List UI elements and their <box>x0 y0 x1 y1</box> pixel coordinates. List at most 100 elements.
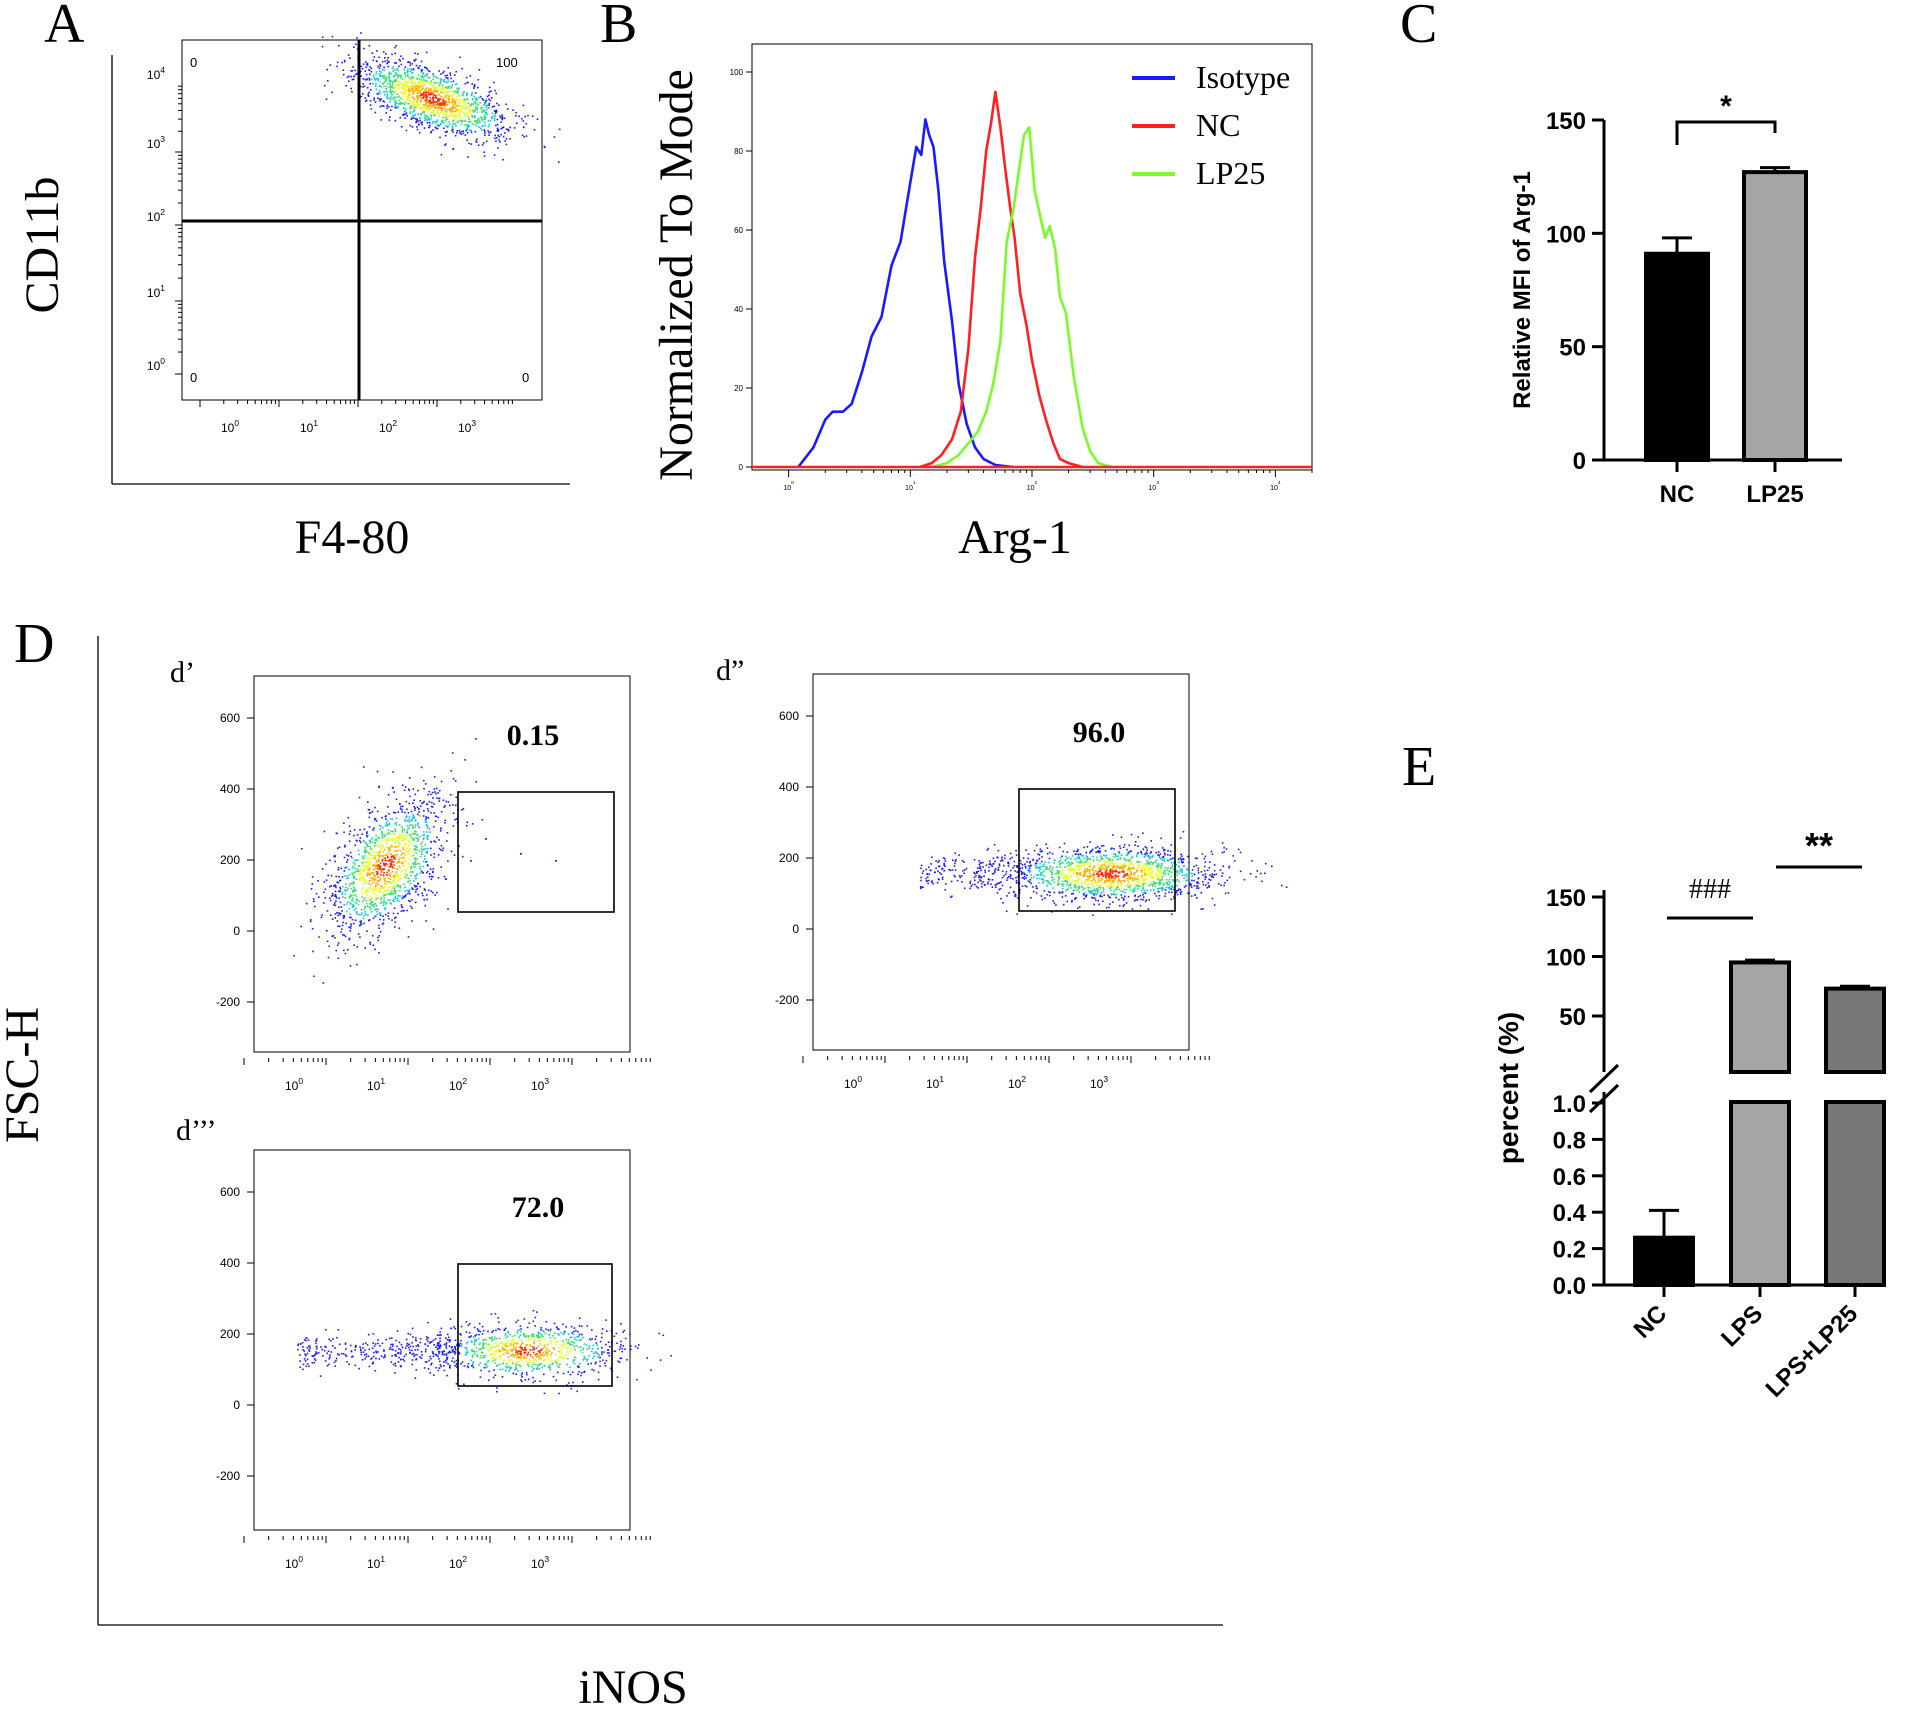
event-dot <box>416 89 419 91</box>
event-dot <box>368 91 370 94</box>
event-dot <box>1087 876 1089 878</box>
event-dot <box>435 787 438 790</box>
event-dot <box>390 893 393 895</box>
event-dot <box>413 864 415 866</box>
event-dot <box>415 87 417 89</box>
event-dot <box>378 865 380 867</box>
event-dot <box>1083 892 1086 894</box>
event-dot <box>424 783 427 785</box>
event-dot <box>1117 882 1119 885</box>
event-dot <box>368 826 371 828</box>
event-dot <box>366 888 369 891</box>
event-dot <box>1113 853 1115 855</box>
event-dot <box>1058 891 1061 893</box>
event-dot <box>1129 850 1131 853</box>
event-dot <box>988 870 990 872</box>
event-dot <box>433 89 436 91</box>
event-dot <box>1092 855 1094 858</box>
event-dot <box>1119 884 1122 886</box>
event-dot <box>411 117 413 119</box>
event-dot <box>1076 850 1079 852</box>
event-dot <box>329 859 331 862</box>
event-dot <box>338 925 341 928</box>
event-dot <box>407 848 409 850</box>
event-dot <box>345 85 347 87</box>
event-dot <box>1122 868 1124 871</box>
dot-cloud <box>293 738 557 984</box>
event-dot <box>1151 885 1154 888</box>
event-dot <box>1186 879 1189 881</box>
event-dot <box>432 129 434 131</box>
event-dot <box>1076 875 1079 878</box>
event-dot <box>449 114 451 116</box>
event-dot <box>430 854 432 856</box>
event-dot <box>395 916 397 919</box>
event-dot <box>436 119 439 121</box>
event-dot <box>1093 897 1096 899</box>
event-dot <box>383 93 386 96</box>
event-dot <box>999 860 1002 862</box>
event-dot <box>1078 891 1081 893</box>
event-dot <box>388 874 391 876</box>
event-dot <box>1219 869 1222 871</box>
event-dot <box>419 96 422 98</box>
event-dot <box>1264 872 1266 875</box>
event-dot <box>360 65 363 68</box>
event-dot <box>1108 859 1110 861</box>
event-dot <box>1042 880 1045 883</box>
event-dot <box>398 843 400 845</box>
event-dot <box>391 882 393 884</box>
event-dot <box>1099 895 1101 898</box>
event-dot <box>401 784 404 786</box>
panel-a-q-lr: 0 <box>522 370 529 385</box>
event-dot <box>410 905 412 908</box>
event-dot <box>1205 876 1207 878</box>
event-dot <box>437 107 440 109</box>
event-dot <box>398 80 401 83</box>
event-dot <box>485 838 487 840</box>
event-dot <box>380 71 383 74</box>
event-dot <box>397 83 400 86</box>
event-dot <box>416 846 418 849</box>
event-dot <box>333 885 335 887</box>
event-dot <box>428 104 431 107</box>
event-dot <box>385 893 387 895</box>
event-dot <box>360 32 362 34</box>
event-dot <box>408 789 410 791</box>
x-tick-label: 100 <box>783 480 794 492</box>
event-dot <box>1129 878 1131 881</box>
event-dot <box>432 99 435 102</box>
event-dot <box>346 903 348 905</box>
event-dot <box>1226 879 1229 882</box>
event-dot <box>437 98 439 101</box>
event-dot <box>1112 881 1115 884</box>
event-dot <box>1071 901 1073 903</box>
event-dot <box>1107 864 1110 867</box>
event-dot <box>438 115 441 117</box>
event-dot <box>389 90 391 93</box>
event-dot <box>1186 867 1188 870</box>
event-dot <box>413 109 416 112</box>
event-dot <box>1168 891 1170 894</box>
event-dot <box>1074 884 1076 886</box>
event-dot <box>407 839 409 842</box>
event-dot <box>361 896 363 898</box>
event-dot <box>1108 857 1111 860</box>
event-dot <box>976 871 978 873</box>
event-dot <box>424 100 427 103</box>
event-dot <box>1111 859 1114 861</box>
event-dot <box>411 63 413 65</box>
event-dot <box>1056 866 1058 868</box>
event-dot <box>370 895 373 898</box>
event-dot <box>421 112 424 114</box>
event-dot <box>489 131 492 133</box>
event-dot <box>394 84 397 87</box>
dot-cloud <box>297 1309 672 1395</box>
event-dot <box>1008 892 1010 894</box>
event-dot <box>372 865 375 868</box>
event-dot <box>410 823 412 826</box>
event-dot <box>377 883 379 886</box>
event-dot <box>420 89 422 92</box>
event-dot <box>1010 877 1012 879</box>
event-dot <box>920 876 922 879</box>
